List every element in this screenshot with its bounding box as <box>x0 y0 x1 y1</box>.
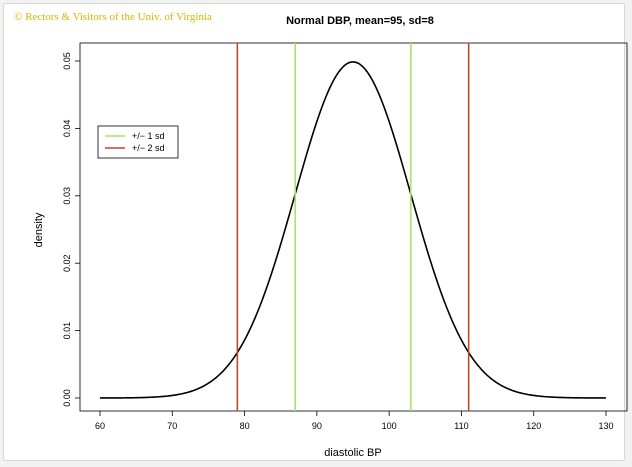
y-axis-label: density <box>33 212 45 247</box>
x-tick-label: 120 <box>526 421 541 431</box>
density-curve <box>99 61 607 399</box>
plot-area: 60 70 80 90 100 110 120 130 0.00 0.01 0.02 0.03 0.04… <box>62 42 628 431</box>
y-tick-label: 0.03 <box>62 187 72 205</box>
y-tick-label: 0.05 <box>62 52 72 70</box>
y-tick-label: 0.01 <box>62 322 72 340</box>
y-tick-label: 0.00 <box>62 389 72 407</box>
chart-title: Normal DBP, mean=95, sd=8 <box>286 15 434 27</box>
x-tick-label: 70 <box>167 421 177 431</box>
chart-frame <box>3 3 625 461</box>
plot-frame <box>79 42 628 412</box>
x-tick-label: 100 <box>382 421 397 431</box>
x-tick-label: 110 <box>454 421 468 431</box>
legend-label: +/− 2 sd <box>132 143 165 153</box>
x-axis-label: diastolic BP <box>324 447 381 459</box>
copyright-notice: © Rectors & Visitors of the Univ. of Vir… <box>14 11 212 23</box>
y-tick-label: 0.02 <box>62 254 72 272</box>
x-tick-label: 80 <box>240 421 250 431</box>
legend: +/− 1 sd +/− 2 sd <box>97 125 179 159</box>
x-tick-label: 90 <box>312 421 322 431</box>
legend-box <box>97 125 179 159</box>
legend-label: +/− 1 sd <box>132 131 165 141</box>
x-tick-label: 130 <box>598 421 613 431</box>
x-tick-label: 60 <box>95 421 105 431</box>
y-tick-label: 0.04 <box>62 120 72 138</box>
